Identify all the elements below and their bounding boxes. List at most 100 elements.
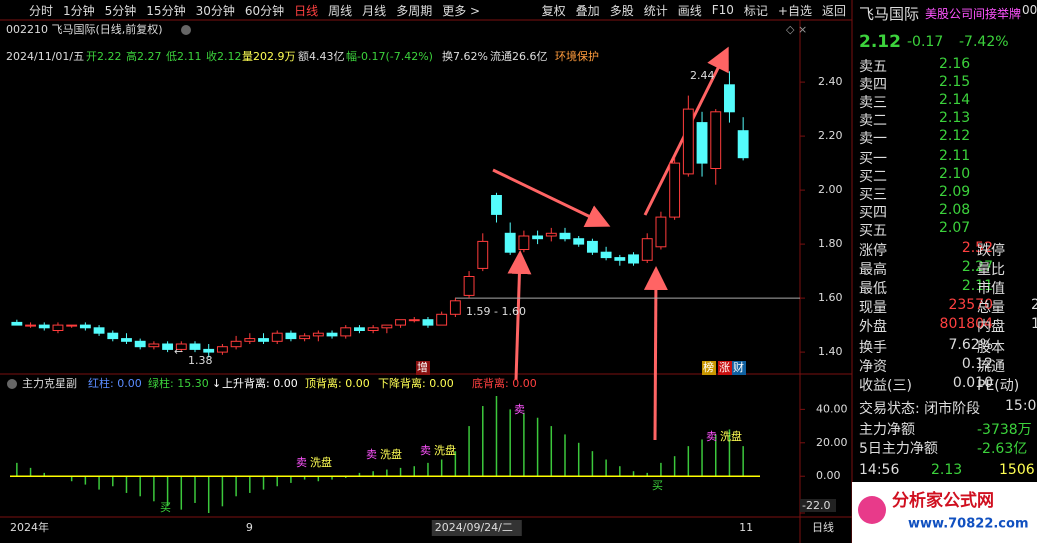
icon[interactable]: ◇ × (786, 23, 807, 36)
toolbar-button[interactable]: 5分钟 (104, 3, 137, 18)
icon[interactable] (181, 25, 191, 35)
book-price: 2.12 (939, 128, 971, 144)
candle-body (381, 324, 393, 329)
y-tick-label: 2.40 (818, 75, 843, 88)
toolbar-button[interactable]: 周线 (328, 3, 353, 18)
stat: 23570 (948, 297, 993, 313)
toolbar-button[interactable]: 分时 (29, 3, 54, 18)
indicator-legend: 下降背离: 0.00 (378, 376, 454, 390)
book-price: 2.08 (939, 202, 971, 218)
info-item: 幅-0.17(-7.42%) (346, 50, 433, 63)
row: 买四 2.08 (859, 202, 1037, 221)
candle-body (724, 84, 735, 113)
candle-body (326, 332, 338, 337)
arrow (507, 250, 532, 381)
y-tick-label: 40.00 (816, 402, 848, 415)
signal: 买 (160, 501, 171, 514)
stat: 0.010 (952, 375, 993, 391)
signal: 洗盘 (310, 455, 332, 469)
price: 2.12 (859, 32, 901, 52)
tick-price: 2.13 (931, 462, 963, 478)
indicator-legend: 底背离: 0.00 (472, 376, 537, 390)
badge: 涨 (719, 361, 730, 374)
flow-label: 主力净额 (859, 422, 915, 438)
row: 卖五 2.16 (859, 56, 1037, 75)
arrow-mark: ← (174, 345, 183, 358)
toolbar-button[interactable]: 复权 (541, 3, 566, 18)
info-item: 高2.27 (126, 49, 162, 63)
row: 最低 2.11 市值 (859, 278, 1037, 297)
candle-body (203, 348, 215, 353)
candle-body (107, 332, 119, 340)
candle-body (518, 235, 530, 250)
change: -0.17 (907, 34, 944, 50)
candle-body (586, 240, 598, 253)
flow-value: -3738万 (977, 422, 1032, 438)
candle-body (422, 319, 434, 326)
candle-body (573, 238, 585, 245)
toolbar-button[interactable]: 日线 (294, 3, 319, 18)
toolbar-button[interactable]: 15分钟 (146, 3, 186, 18)
stat: 内盘 (977, 319, 1005, 335)
row: 最高 2.27 量比 (859, 259, 1037, 278)
toolbar-button[interactable]: 叠加 (575, 3, 600, 18)
toolbar-button[interactable]: 多周期 (396, 3, 433, 18)
book-price: 2.15 (939, 74, 971, 90)
indicator-legend: 红柱: 0.00 (88, 376, 142, 390)
book-label: 卖一 (859, 131, 887, 147)
candle-body (148, 343, 160, 348)
stock-title: 002210 飞马国际(日线,前复权) (6, 22, 163, 36)
badge-bg (416, 361, 430, 375)
candle-body (655, 216, 667, 248)
row: 卖一 2.12 (859, 128, 1037, 147)
candle-body (463, 276, 475, 296)
stat: 跌停 (977, 243, 1005, 259)
book-label: 卖五 (859, 59, 887, 75)
signal: 卖 (706, 430, 717, 443)
toolbar-button[interactable]: +自选 (777, 3, 812, 18)
row: 5日主力净额 -2.63亿 (859, 438, 1037, 457)
toolbar-button[interactable]: 标记 (743, 3, 768, 18)
book-price: 2.09 (939, 184, 971, 200)
signal: 买 (652, 479, 663, 492)
candle-body (354, 327, 365, 331)
candle-body (436, 313, 448, 326)
toolbar-button[interactable]: 返回 (821, 3, 846, 18)
toolbar-button[interactable]: 60分钟 (244, 3, 285, 18)
book-price: 2.07 (939, 220, 971, 236)
info-item: 额4.43亿 (298, 50, 345, 63)
status: 交易状态: 闭市阶段 (859, 401, 981, 417)
stat: 801804 (939, 316, 993, 332)
toolbar-button[interactable]: 更多 > (442, 3, 481, 18)
flow-label: 5日主力净额 (859, 441, 938, 457)
row: 买五 2.07 (859, 220, 1037, 239)
toolbar-button[interactable]: 月线 (362, 3, 387, 18)
y-tick-label: -22.0 (802, 499, 830, 512)
stat: 市值 (977, 281, 1005, 297)
y-tick-label: 20.00 (816, 436, 848, 449)
toolbar-button[interactable]: 统计 (643, 3, 668, 18)
info-item: 换7.62% (442, 49, 488, 63)
info-item: 低2.11 (166, 50, 202, 63)
candle-body (340, 327, 352, 337)
toolbar-button[interactable]: 画线 (677, 3, 702, 18)
info-item: 环境保护 (555, 49, 599, 63)
candle-body (66, 324, 78, 327)
row: 卖四 2.15 (859, 74, 1037, 93)
stat: 最低 (859, 281, 887, 297)
news: 美股公司间接举牌 (925, 7, 1022, 21)
candle-body (682, 108, 694, 175)
toolbar-button[interactable]: 30分钟 (195, 3, 235, 18)
toolbar-button[interactable]: 多股 (609, 3, 634, 18)
signal: 卖 (420, 444, 431, 457)
candle-body (641, 238, 653, 261)
stock-name: 飞马国际 (859, 5, 920, 23)
info-item: 流通26.6亿 (490, 49, 548, 63)
icon[interactable] (7, 379, 17, 389)
candle-body (121, 338, 132, 342)
candle-body (614, 257, 626, 261)
toolbar-button[interactable]: F10 (711, 3, 734, 17)
book-price: 2.14 (939, 92, 971, 108)
candle-body (258, 338, 269, 342)
toolbar-button[interactable]: 1分钟 (63, 3, 95, 18)
